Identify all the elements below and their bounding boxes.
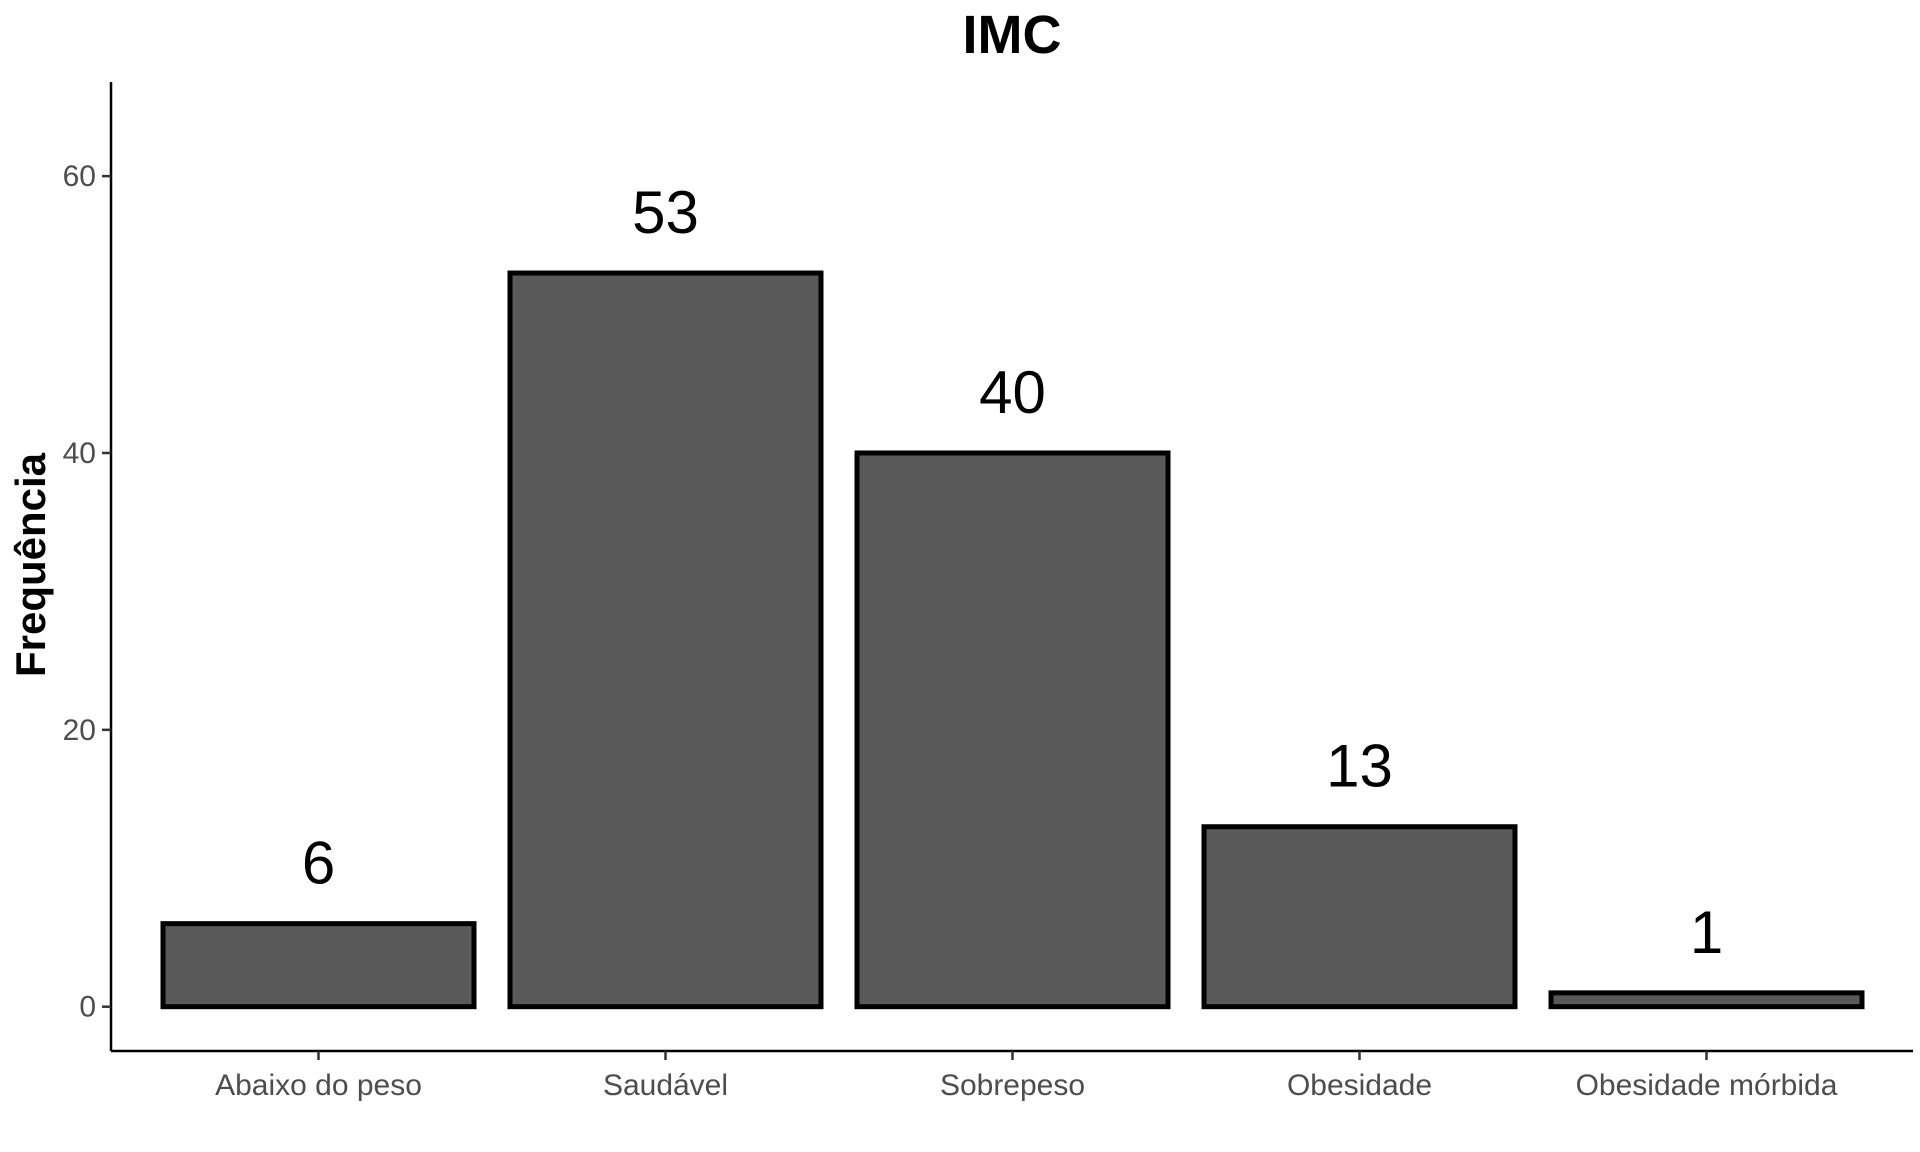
y-tick-label-2: 40 [63, 437, 96, 470]
chart-title: IMC [963, 5, 1062, 65]
plot-area: 6 53 40 13 1 0 20 40 60 Abaixo do peso Saudável Sob… [63, 82, 1913, 1102]
y-tick-label-3: 60 [63, 160, 96, 193]
bar-3 [1201, 824, 1518, 1010]
data-label-4: 1 [1690, 899, 1723, 966]
data-label-2: 40 [979, 359, 1046, 426]
data-label-1: 53 [632, 179, 699, 246]
x-tick-label-4: Obesidade mórbida [1576, 1069, 1838, 1102]
bar-1 [507, 270, 824, 1010]
x-tick-label-0: Abaixo do peso [215, 1069, 422, 1102]
bar-2 [854, 450, 1171, 1010]
bar-4 [1548, 990, 1865, 1010]
x-tick-label-2: Sobrepeso [940, 1069, 1085, 1102]
y-tick-label-1: 20 [63, 714, 96, 747]
x-tick-label-1: Saudável [603, 1069, 728, 1102]
data-label-3: 13 [1326, 733, 1393, 800]
bar-0 [160, 921, 477, 1010]
y-axis-title: Frequência [7, 452, 54, 677]
y-tick-label-0: 0 [79, 991, 96, 1024]
x-tick-label-3: Obesidade [1287, 1069, 1432, 1102]
data-label-0: 6 [302, 830, 335, 897]
